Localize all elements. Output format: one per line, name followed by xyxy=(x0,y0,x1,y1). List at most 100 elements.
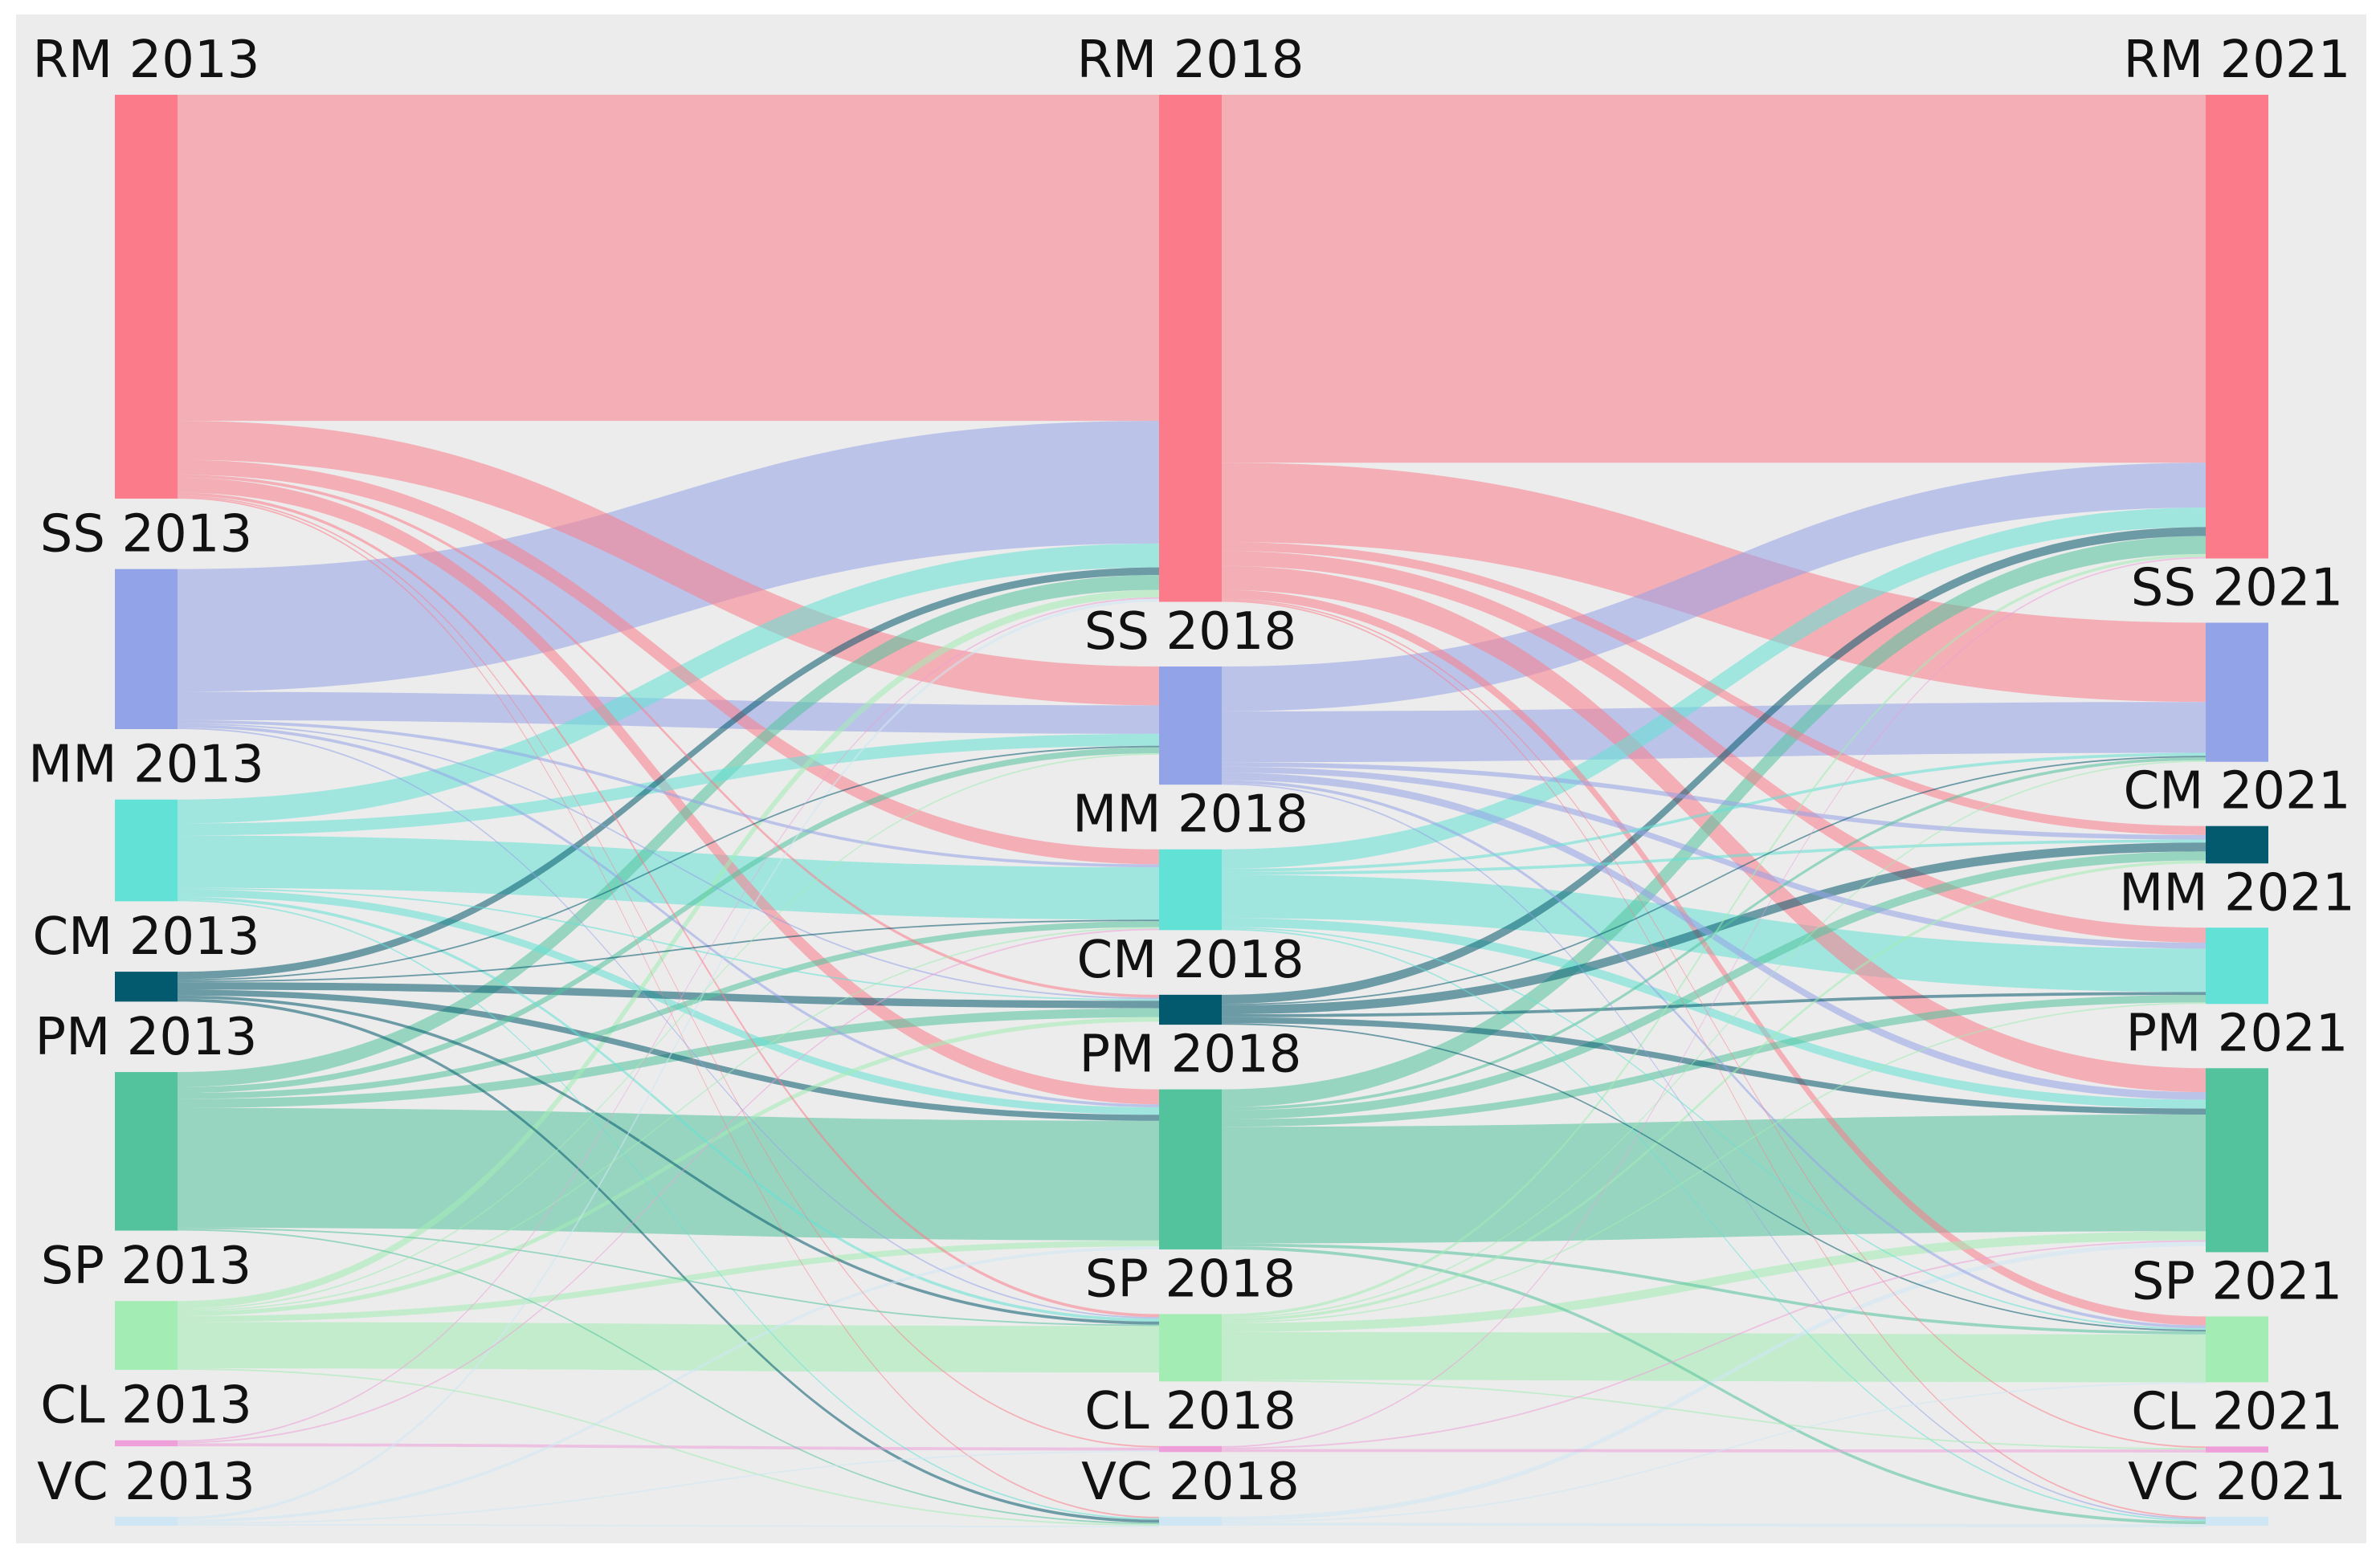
link-SS2013-to-SP2018 xyxy=(178,728,1159,1319)
link-VC2013-to-CL2018 xyxy=(178,1450,1159,1525)
link-PM2013-to-VC2018 xyxy=(178,1229,1159,1525)
label-sp-2021: SP 2021 xyxy=(2132,1252,2342,1311)
link-SS2018-to-SS2021 xyxy=(1222,702,2206,763)
labels-layer: RM 2013 SS 2013 MM 2013 CM 2013 PM 2013 SP 20… xyxy=(28,31,2355,1512)
link-PM2013-to-MM2018 xyxy=(178,921,1159,1099)
link-SS2018-to-SP2021 xyxy=(1222,780,2206,1329)
link-RM2018-to-VC2021 xyxy=(1222,600,2206,1518)
link-MM2018-to-CM2021 xyxy=(1222,839,2206,875)
link-RM2018-to-SP2021 xyxy=(1222,589,2206,1326)
label-cm-2018: CM 2018 xyxy=(1076,931,1304,990)
link-RM2013-to-RM2018 xyxy=(178,95,1159,422)
link-PM2018-to-VC2021 xyxy=(1222,1246,2206,1525)
link-MM2018-to-SP2021 xyxy=(1222,927,2206,1331)
link-CM2013-to-SS2018 xyxy=(178,745,1159,981)
node-sp-2013 xyxy=(115,1301,178,1370)
node-cm-2021 xyxy=(2206,825,2268,864)
node-ss-2013 xyxy=(115,569,178,729)
link-MM2018-to-SS2021 xyxy=(1222,752,2206,872)
link-RM2013-to-MM2018 xyxy=(178,459,1159,865)
link-MM2013-to-SP2018 xyxy=(178,896,1159,1322)
link-SP2013-to-PM2018 xyxy=(178,1240,1159,1323)
link-SS2013-to-CM2018 xyxy=(178,723,1159,1000)
link-SP2013-to-SS2018 xyxy=(178,753,1159,1310)
link-PM2018-to-MM2021 xyxy=(1222,995,2206,1127)
link-RM2018-to-CL2021 xyxy=(1222,598,2206,1449)
link-RM2013-to-CL2018 xyxy=(178,495,1159,1448)
link-PM2018-to-SS2021 xyxy=(1222,757,2206,1111)
link-PM2013-to-SP2018 xyxy=(178,1227,1159,1327)
link-CM2013-to-CM2018 xyxy=(178,982,1159,1009)
node-vc-2018 xyxy=(1159,1516,1222,1526)
link-PM2018-to-SP2021 xyxy=(1222,1243,2206,1335)
label-mm-2013: MM 2013 xyxy=(28,736,264,795)
link-SS2013-to-PM2018 xyxy=(178,724,1159,1107)
link-CM2013-to-PM2018 xyxy=(178,989,1159,1121)
label-mm-2018: MM 2018 xyxy=(1072,785,1308,845)
link-CM2018-to-PM2021 xyxy=(1222,1017,2206,1115)
node-vc-2013 xyxy=(115,1516,178,1526)
label-vc-2013: VC 2013 xyxy=(37,1453,255,1512)
node-cl-2013 xyxy=(115,1440,178,1447)
node-mm-2018 xyxy=(1159,849,1222,931)
link-CM2013-to-SP2018 xyxy=(178,995,1159,1325)
label-cl-2021: CL 2021 xyxy=(2131,1382,2343,1441)
link-PM2013-to-RM2018 xyxy=(178,574,1159,1087)
node-cm-2013 xyxy=(115,972,178,1002)
link-RM2018-to-MM2021 xyxy=(1222,551,2206,943)
link-CL2018-to-CL2021 xyxy=(1222,1449,2206,1453)
link-CM2018-to-SS2021 xyxy=(1222,756,2206,1005)
node-sp-2021 xyxy=(2206,1316,2268,1383)
link-CL2018-to-RM2021 xyxy=(1222,556,2206,1448)
node-pm-2018 xyxy=(1159,1089,1222,1249)
label-mm-2021: MM 2021 xyxy=(2119,863,2355,923)
label-ss-2013: SS 2013 xyxy=(40,505,252,565)
link-MM2013-to-VC2018 xyxy=(178,899,1159,1520)
link-SP2013-to-RM2018 xyxy=(178,589,1159,1309)
link-SP2013-to-CM2018 xyxy=(178,1017,1159,1316)
link-CM2013-to-VC2018 xyxy=(178,998,1159,1523)
node-ss-2018 xyxy=(1159,666,1222,785)
link-SS2018-to-CM2021 xyxy=(1222,762,2206,840)
link-SP2018-to-CM2021 xyxy=(1222,860,2206,1322)
node-pm-2021 xyxy=(2206,1068,2268,1253)
link-MM2013-to-MM2018 xyxy=(178,835,1159,920)
label-ss-2018: SS 2018 xyxy=(1084,602,1296,662)
link-RM2013-to-SS2018 xyxy=(178,421,1159,706)
link-RM2013-to-SP2018 xyxy=(178,492,1159,1318)
label-cm-2013: CM 2013 xyxy=(32,907,259,967)
link-SP2018-to-CL2021 xyxy=(1222,1380,2206,1450)
label-rm-2021: RM 2021 xyxy=(2124,31,2351,90)
link-PM2018-to-CM2021 xyxy=(1222,851,2206,1119)
label-cl-2013: CL 2013 xyxy=(40,1376,252,1436)
node-rm-2018 xyxy=(1159,95,1222,602)
link-SS2013-to-MM2018 xyxy=(178,719,1159,868)
link-PM2013-to-SS2018 xyxy=(178,747,1159,1094)
link-SP2018-to-SS2021 xyxy=(1222,760,2206,1319)
link-MM2013-to-SS2018 xyxy=(178,733,1159,836)
link-RM2013-to-VC2018 xyxy=(178,497,1159,1518)
node-cm-2018 xyxy=(1159,994,1222,1025)
label-vc-2018: VC 2018 xyxy=(1081,1453,1300,1512)
link-VC2018-to-SP2021 xyxy=(1222,1382,2206,1523)
link-CL2013-to-RM2018 xyxy=(178,597,1159,1442)
link-VC2018-to-VC2021 xyxy=(1222,1522,2206,1527)
link-CM2018-to-SP2021 xyxy=(1222,1023,2206,1332)
link-RM2013-to-PM2018 xyxy=(178,477,1159,1105)
node-rm-2013 xyxy=(115,95,178,499)
link-MM2013-to-PM2018 xyxy=(178,889,1159,1115)
node-pm-2013 xyxy=(115,1072,178,1231)
link-CM2013-to-MM2018 xyxy=(178,919,1159,983)
label-sp-2018: SP 2018 xyxy=(1085,1249,1296,1309)
label-vc-2021: VC 2021 xyxy=(2128,1453,2346,1512)
label-rm-2018: RM 2018 xyxy=(1077,31,1304,90)
link-SP2013-to-VC2018 xyxy=(178,1368,1159,1526)
link-SS2018-to-VC2021 xyxy=(1222,783,2206,1520)
link-CL2013-to-MM2018 xyxy=(178,928,1159,1444)
label-rm-2013: RM 2013 xyxy=(33,31,260,90)
link-SP2018-to-SP2021 xyxy=(1222,1331,2206,1383)
link-CM2018-to-RM2021 xyxy=(1222,527,2206,1005)
link-VC2013-to-VC2018 xyxy=(178,1524,1159,1527)
